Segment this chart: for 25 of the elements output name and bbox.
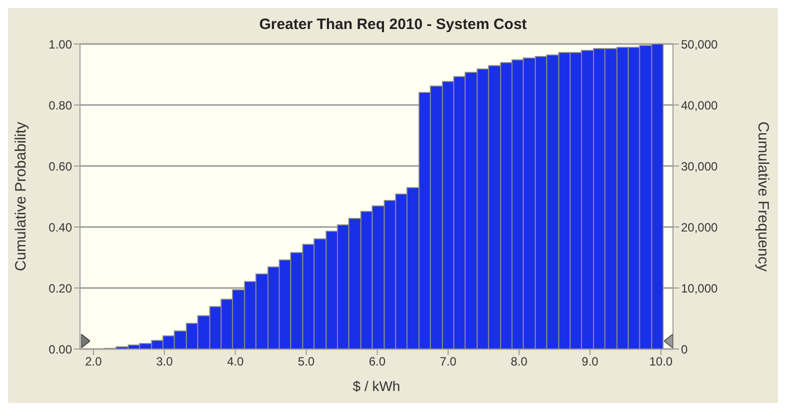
y-tick-label: 0.60 [48, 159, 72, 174]
y-tick-label: 1.00 [48, 37, 72, 52]
x-tick-label: 6.0 [368, 354, 386, 369]
x-tick-label: 8.0 [510, 354, 528, 369]
y2-tick-label: 0 [681, 342, 688, 356]
x-axis-title: $ / kWh [352, 378, 400, 394]
y2-tick-label: 50,000 [681, 37, 718, 52]
x-tick-label: 10.0 [649, 354, 673, 369]
y-tick-label: 0.20 [48, 281, 72, 296]
y-tick-label: 0.40 [48, 220, 72, 234]
x-tick-label: 2.0 [85, 354, 102, 369]
y2-tick-label: 30,000 [681, 159, 718, 174]
x-tick-label: 5.0 [298, 354, 315, 369]
chart-title: Greater Than Req 2010 - System Cost [258, 16, 528, 33]
x-tick-label: 9.0 [582, 354, 599, 369]
y-tick-label: 0.00 [48, 342, 72, 356]
x-tick-label: 4.0 [227, 354, 244, 369]
y2-axis-title: Cumulative Frequency [754, 121, 772, 272]
y2-tick-label: 20,000 [681, 220, 718, 234]
y-tick-label: 0.80 [48, 98, 72, 112]
y2-tick-label: 40,000 [681, 98, 718, 112]
x-tick-label: 7.0 [440, 354, 457, 369]
x-tick-label: 3.0 [156, 354, 174, 369]
y-axis-title: Cumulative Probability [12, 121, 30, 272]
y2-tick-label: 10,000 [681, 281, 718, 296]
